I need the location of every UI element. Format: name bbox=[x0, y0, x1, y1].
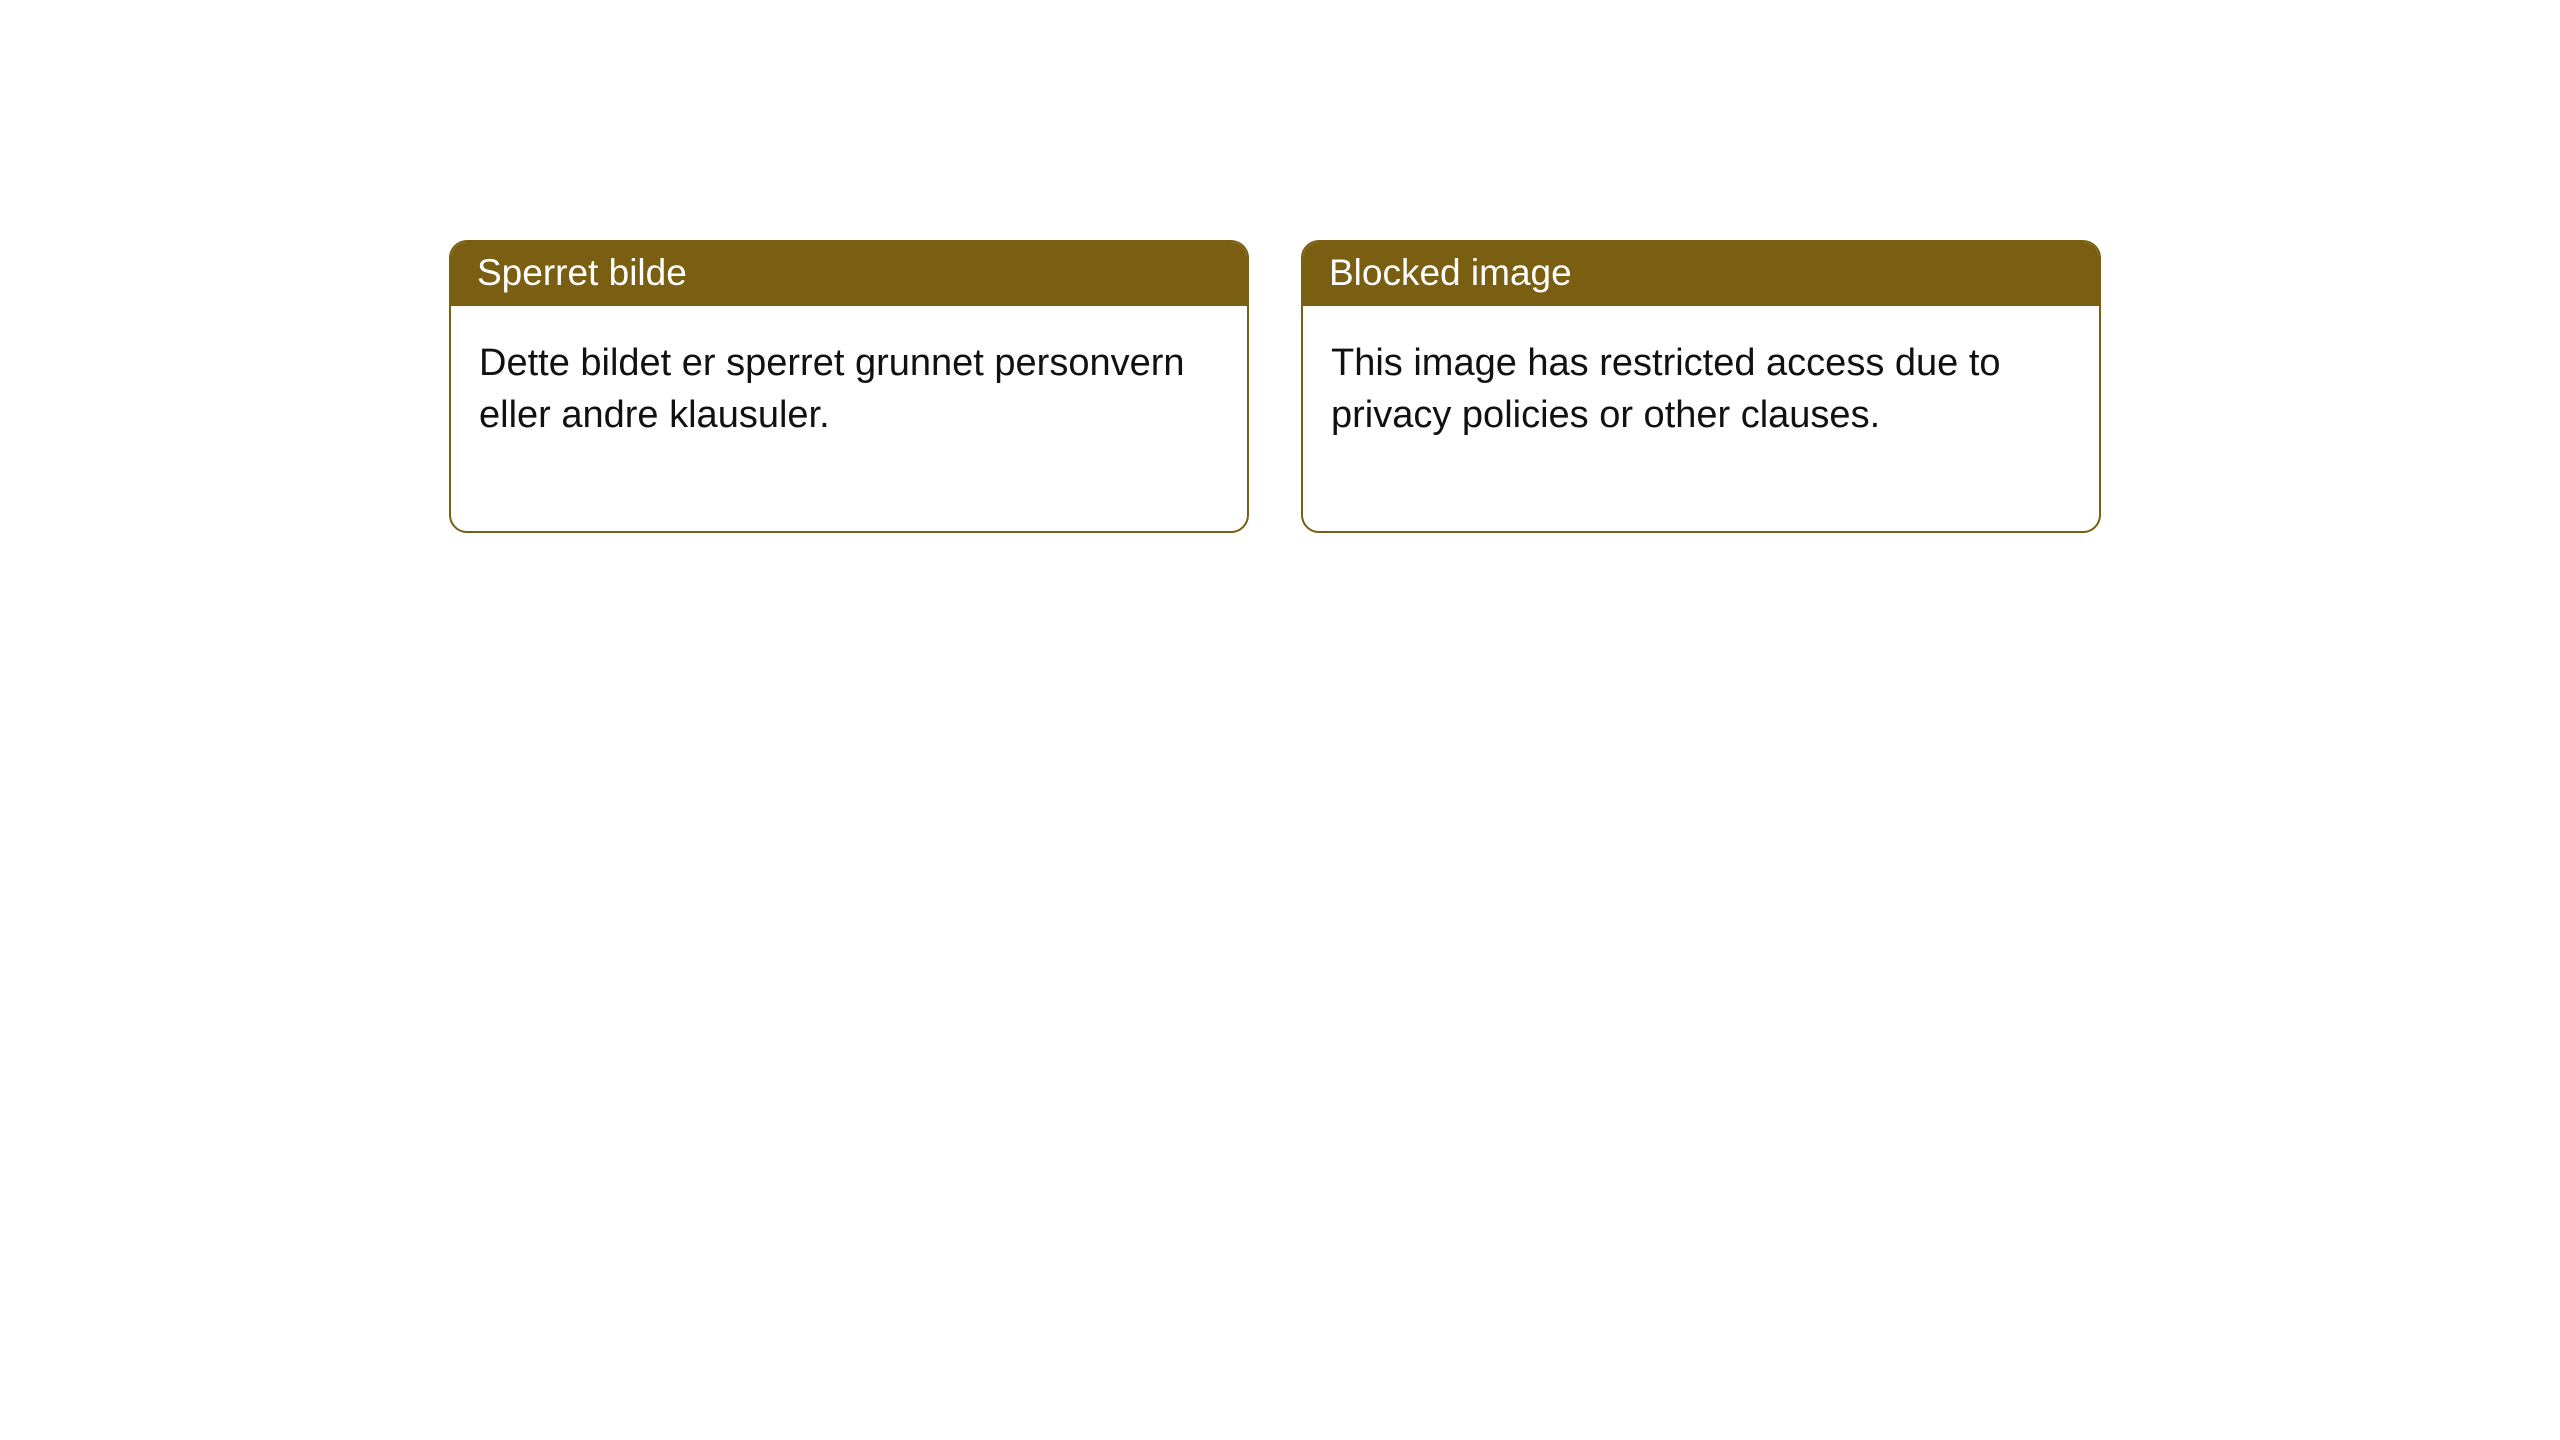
notice-title-english: Blocked image bbox=[1303, 242, 2099, 306]
notice-message-norwegian: Dette bildet er sperret grunnet personve… bbox=[451, 306, 1247, 531]
notice-title-norwegian: Sperret bilde bbox=[451, 242, 1247, 306]
notice-container: Sperret bilde Dette bildet er sperret gr… bbox=[0, 0, 2560, 533]
notice-box-norwegian: Sperret bilde Dette bildet er sperret gr… bbox=[449, 240, 1249, 533]
notice-box-english: Blocked image This image has restricted … bbox=[1301, 240, 2101, 533]
notice-message-english: This image has restricted access due to … bbox=[1303, 306, 2099, 531]
